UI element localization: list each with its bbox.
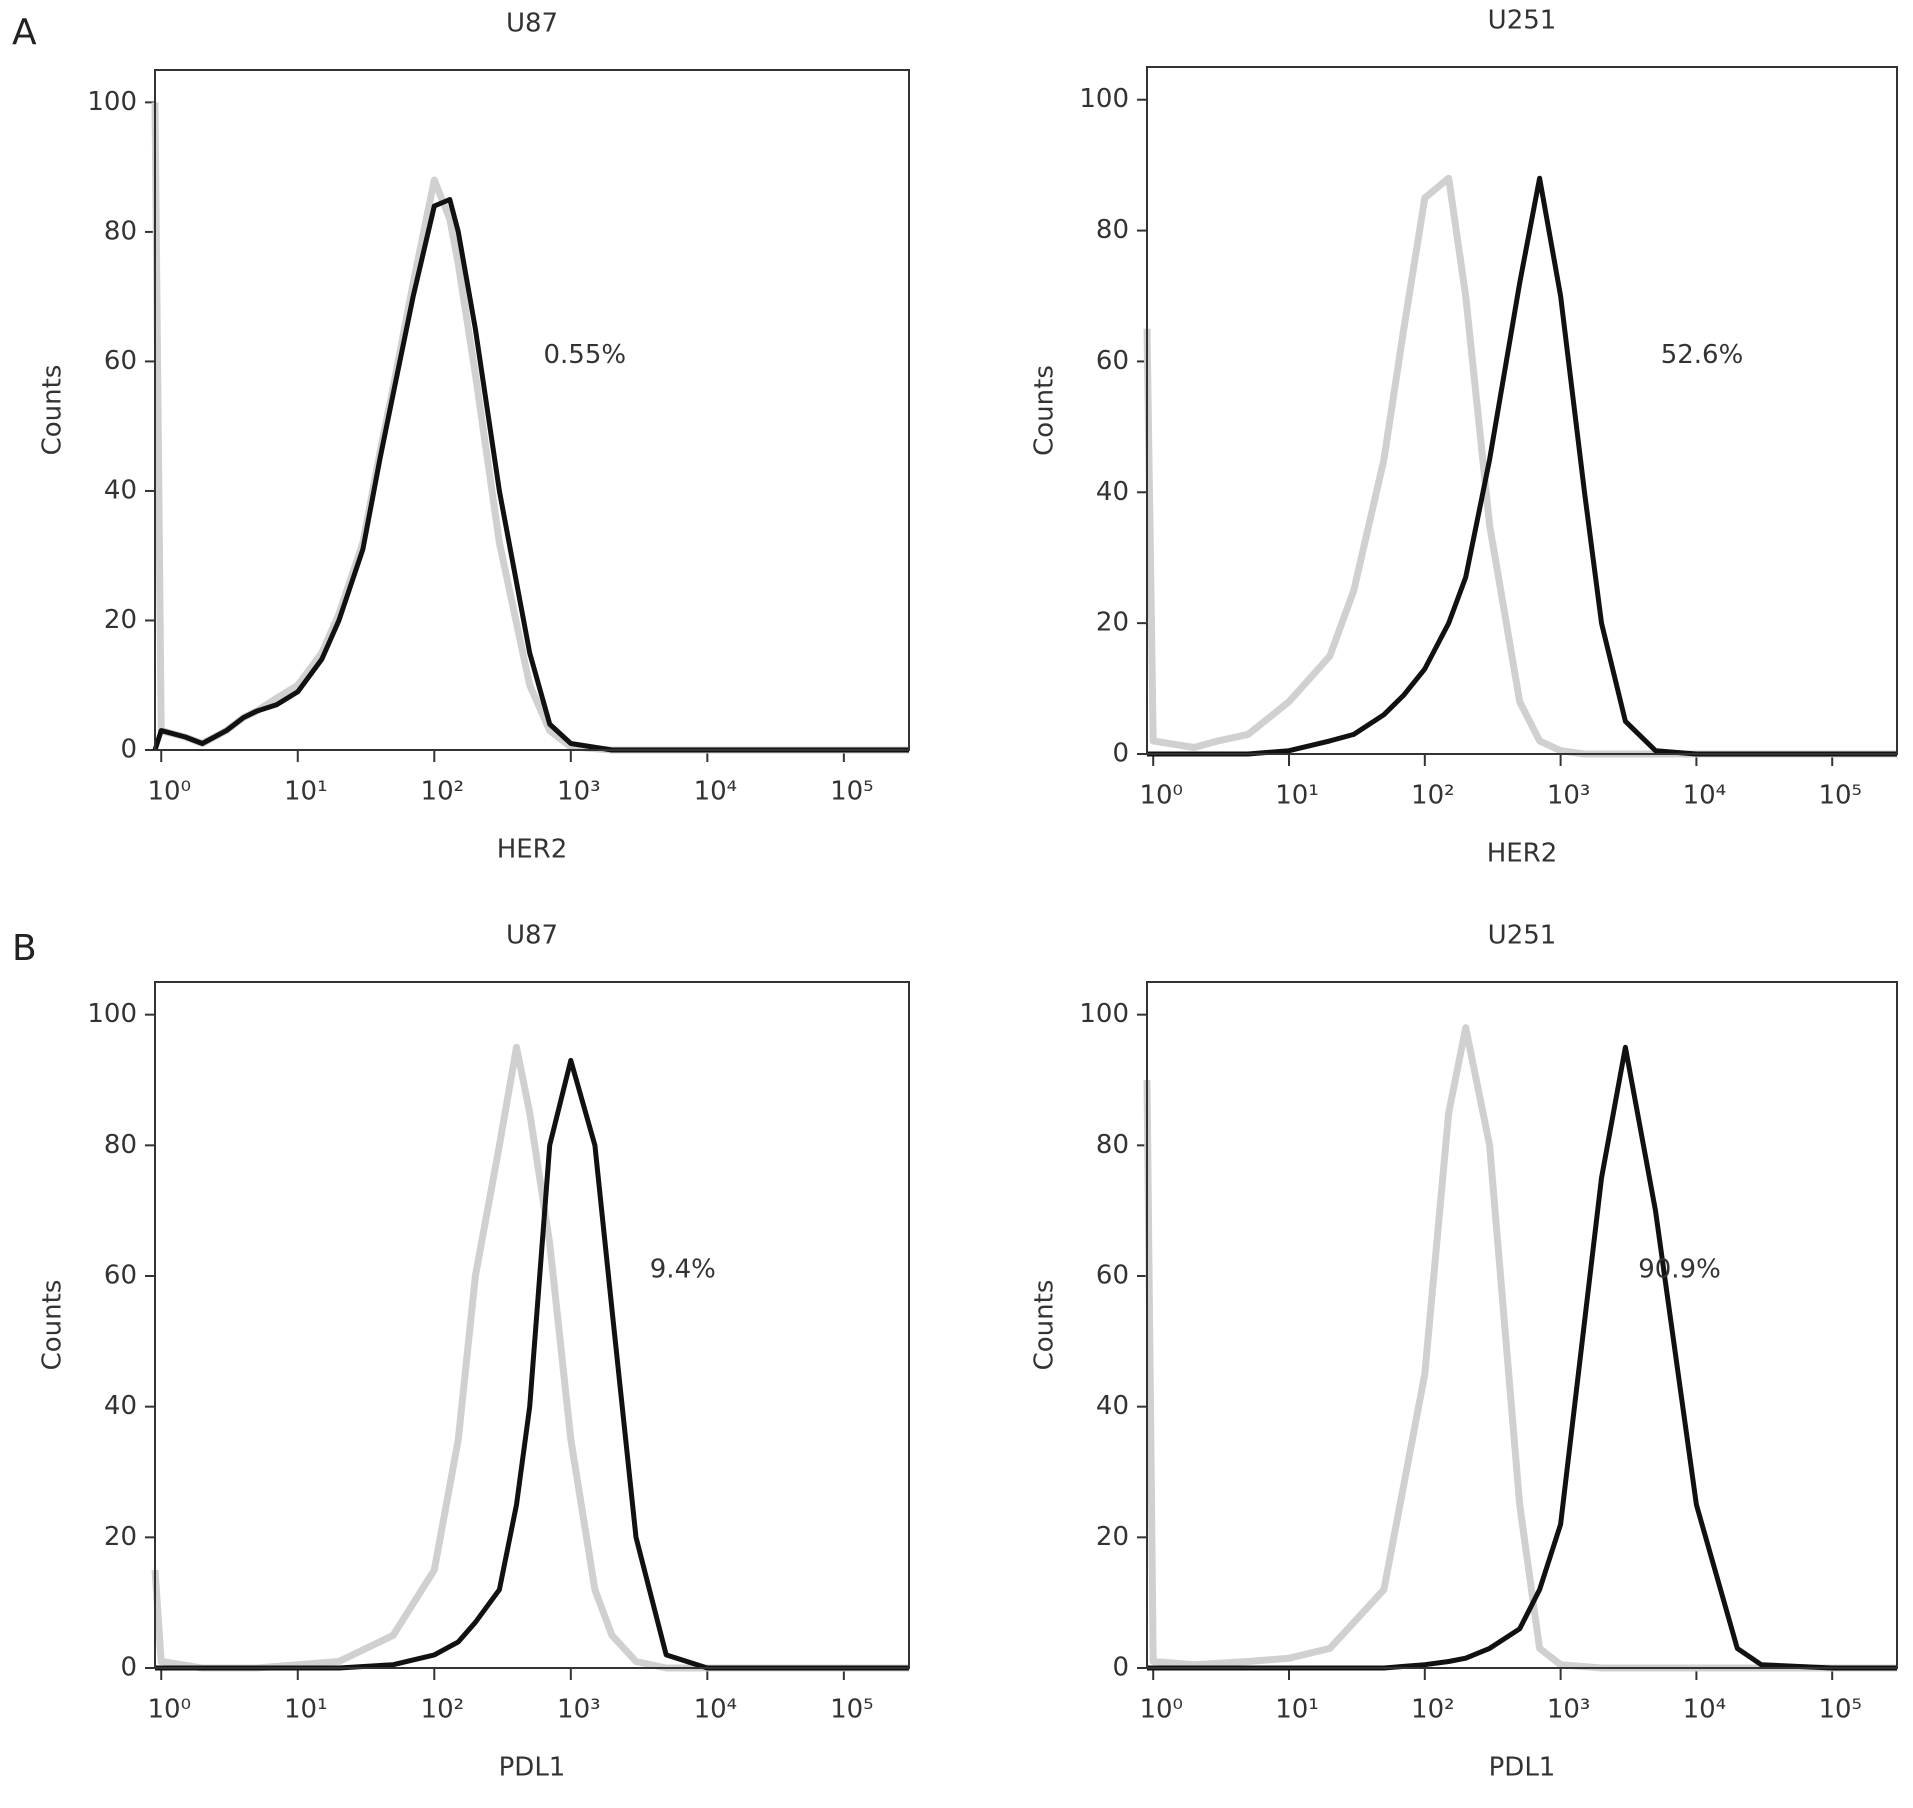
histogram-line <box>1147 1044 1897 1671</box>
y-axis-label: Counts <box>38 1280 68 1371</box>
y-tick-label: 80 <box>1096 1130 1129 1160</box>
y-tick-label: 60 <box>1096 1261 1129 1291</box>
panel-label: B <box>12 928 37 969</box>
plot-frame <box>154 69 910 751</box>
x-tick-label: 10⁰ <box>147 1695 191 1725</box>
histogram-line <box>155 1057 909 1671</box>
y-tick-label: 0 <box>120 735 137 765</box>
chart: U87 HER2 Counts 0 20 40 60 80 100 10⁰ 10¹ 10² 10³ 10⁴… <box>38 9 910 865</box>
plot-frame <box>154 981 910 1669</box>
x-tick-label: 10⁰ <box>1139 781 1183 811</box>
y-tick-label: 40 <box>104 475 137 505</box>
x-axis-label: PDL1 <box>1489 1753 1556 1783</box>
x-tick-label: 10⁴ <box>1683 1695 1727 1725</box>
chart: U87 PDL1 Counts 0 20 40 60 80 100 10⁰ 10¹ 10² 10³ 10⁴… <box>38 921 910 1783</box>
annotation: 9.4% <box>650 1255 716 1285</box>
y-tick-label: 40 <box>1096 1391 1129 1421</box>
y-tick-label: 40 <box>1096 477 1129 507</box>
x-axis-label: HER2 <box>497 835 568 865</box>
x-tick-label: 10⁰ <box>147 777 191 807</box>
x-tick-label: 10² <box>1411 1695 1455 1725</box>
y-tick-label: 20 <box>1096 1522 1129 1552</box>
x-tick-label: 10³ <box>1547 781 1591 811</box>
x-tick-label: 10⁵ <box>1818 1695 1862 1725</box>
x-tick-label: 10¹ <box>1275 781 1319 811</box>
x-tick-label: 10⁵ <box>830 777 874 807</box>
chart: U251 HER2 Counts 0 20 40 60 80 100 10⁰ 10¹ 10² 10³ 10… <box>1030 6 1898 869</box>
y-tick-label: 60 <box>1096 346 1129 376</box>
histogram-line <box>152 197 909 753</box>
x-tick-label: 10⁵ <box>830 1695 874 1725</box>
y-tick-label: 80 <box>104 216 137 246</box>
x-tick-label: 10¹ <box>284 777 328 807</box>
histogram-line <box>1143 1024 1897 1672</box>
x-tick-label: 10⁴ <box>1683 781 1727 811</box>
y-tick-label: 80 <box>104 1130 137 1160</box>
y-tick-label: 60 <box>104 1261 137 1291</box>
x-tick-label: 10² <box>421 1695 465 1725</box>
y-axis-label: Counts <box>1030 365 1060 456</box>
x-tick-label: 10² <box>421 777 465 807</box>
y-tick-label: 20 <box>104 1522 137 1552</box>
annotation: 90.9% <box>1638 1255 1721 1285</box>
x-tick-label: 10⁰ <box>1139 1695 1183 1725</box>
histogram-line <box>1147 175 1897 757</box>
y-axis-label: Counts <box>38 365 68 456</box>
y-tick-label: 20 <box>104 605 137 635</box>
plot-frame <box>1146 981 1898 1669</box>
chart-title: U87 <box>506 921 558 951</box>
x-tick-label: 10⁴ <box>694 1695 738 1725</box>
y-tick-label: 0 <box>120 1653 137 1683</box>
annotation: 52.6% <box>1661 340 1744 370</box>
y-tick-label: 80 <box>1096 215 1129 245</box>
y-tick-label: 100 <box>1079 999 1129 1029</box>
x-tick-label: 10² <box>1411 781 1455 811</box>
x-tick-label: 10¹ <box>1275 1695 1319 1725</box>
y-tick-label: 0 <box>1112 739 1129 769</box>
x-tick-label: 10³ <box>557 777 601 807</box>
x-tick-label: 10³ <box>1547 1695 1591 1725</box>
x-tick-label: 10⁵ <box>1818 781 1862 811</box>
plot-frame <box>1146 66 1898 755</box>
y-tick-label: 100 <box>87 999 137 1029</box>
x-axis-label: HER2 <box>1487 839 1558 869</box>
x-tick-label: 10³ <box>557 1695 601 1725</box>
x-tick-label: 10⁴ <box>694 777 738 807</box>
annotation: 0.55% <box>543 340 626 370</box>
panel-label: A <box>12 12 37 53</box>
x-tick-label: 10¹ <box>284 1695 328 1725</box>
chart-title: U87 <box>506 9 558 39</box>
chart-title: U251 <box>1488 6 1557 36</box>
y-tick-label: 40 <box>104 1391 137 1421</box>
chart-title: U251 <box>1488 921 1557 951</box>
y-tick-label: 0 <box>1112 1653 1129 1683</box>
x-axis-label: PDL1 <box>499 1753 566 1783</box>
y-axis-label: Counts <box>1030 1280 1060 1371</box>
y-tick-label: 100 <box>1079 84 1129 114</box>
chart: U251 PDL1 Counts 0 20 40 60 80 100 10⁰ 10¹ 10² 10³ 10… <box>1030 921 1898 1783</box>
y-tick-label: 20 <box>1096 608 1129 638</box>
y-tick-label: 100 <box>87 87 137 117</box>
y-tick-label: 60 <box>104 346 137 376</box>
